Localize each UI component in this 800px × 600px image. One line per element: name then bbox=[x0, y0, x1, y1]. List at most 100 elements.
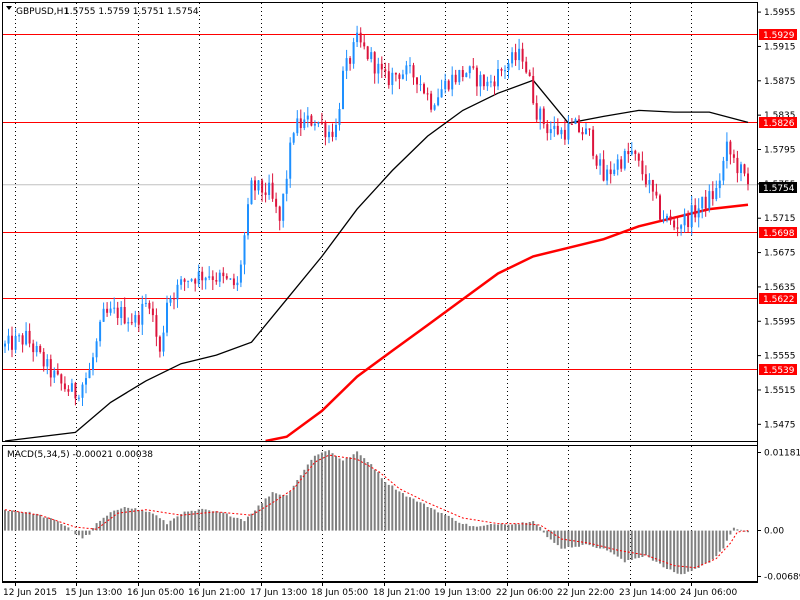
candle-body bbox=[419, 84, 422, 86]
candle bbox=[528, 69, 531, 77]
candle bbox=[335, 118, 337, 141]
candle-body bbox=[271, 182, 274, 199]
candle-body bbox=[648, 180, 651, 185]
candle-body bbox=[500, 69, 503, 71]
candle bbox=[651, 179, 654, 201]
candle-body bbox=[542, 108, 545, 125]
candle bbox=[363, 35, 366, 50]
candle-body bbox=[440, 89, 443, 98]
candle-body bbox=[363, 42, 366, 47]
candle bbox=[173, 292, 175, 310]
candle bbox=[123, 297, 126, 325]
candle-body bbox=[447, 80, 450, 90]
candle bbox=[18, 333, 21, 342]
candle-body bbox=[53, 370, 56, 378]
macd-layer bbox=[4, 450, 749, 575]
candle bbox=[637, 152, 640, 167]
candle bbox=[563, 120, 566, 145]
candle-body bbox=[46, 359, 49, 367]
candle-body bbox=[106, 308, 109, 313]
candle bbox=[197, 264, 200, 288]
candle bbox=[306, 107, 309, 128]
candle bbox=[465, 72, 468, 78]
candle bbox=[711, 181, 714, 206]
candle-body bbox=[331, 131, 334, 137]
candle bbox=[25, 322, 28, 346]
candle bbox=[95, 338, 98, 363]
candle-body bbox=[401, 74, 404, 79]
candle-body bbox=[616, 159, 619, 170]
candle bbox=[268, 174, 271, 200]
candle bbox=[102, 302, 105, 322]
candle bbox=[77, 394, 80, 402]
candle bbox=[630, 142, 633, 156]
candle-body bbox=[123, 307, 126, 324]
candle-body bbox=[694, 205, 697, 218]
candle bbox=[475, 65, 478, 96]
candle-body bbox=[95, 341, 98, 358]
candle-body bbox=[507, 63, 510, 71]
price-tick-label: 1.5555 bbox=[764, 352, 796, 362]
candle-body bbox=[285, 178, 288, 194]
candle-body bbox=[532, 76, 535, 104]
candle bbox=[616, 154, 619, 176]
candle bbox=[725, 132, 728, 169]
candle-body bbox=[359, 32, 362, 43]
candle bbox=[254, 176, 256, 200]
level-label: 1.5698 bbox=[763, 229, 795, 239]
chart-menu-triangle-icon[interactable] bbox=[6, 6, 12, 10]
level-label: 1.5539 bbox=[763, 366, 795, 376]
candle-body bbox=[433, 105, 436, 110]
candle-body bbox=[317, 122, 320, 124]
macd-tick-label: 0.01181 bbox=[764, 449, 800, 459]
candle-body bbox=[194, 279, 197, 284]
candle bbox=[148, 300, 151, 315]
candle-body bbox=[578, 119, 580, 132]
candle-body bbox=[204, 277, 207, 281]
candle-body bbox=[528, 72, 531, 76]
candle bbox=[144, 294, 147, 307]
level-labels: 1.5929 1.5826 1.5698 1.5622 1.5539 bbox=[759, 29, 797, 376]
candle-body bbox=[599, 159, 602, 166]
candle-body bbox=[349, 58, 352, 64]
candle-body bbox=[158, 336, 161, 352]
candle bbox=[225, 273, 228, 281]
candle-body bbox=[169, 298, 172, 303]
candle bbox=[137, 311, 140, 332]
candle-body bbox=[225, 276, 228, 279]
candle bbox=[694, 198, 697, 223]
candle-body bbox=[468, 66, 471, 74]
candle-body bbox=[7, 335, 10, 344]
candle bbox=[49, 354, 52, 387]
candle-body bbox=[74, 383, 77, 399]
price-tick-label: 1.5595 bbox=[764, 317, 796, 327]
candle bbox=[398, 72, 401, 90]
candle-body bbox=[201, 271, 204, 281]
candle-body bbox=[370, 52, 373, 59]
candle bbox=[542, 106, 545, 129]
candle bbox=[7, 328, 10, 351]
candle bbox=[243, 232, 246, 275]
candle-body bbox=[581, 132, 584, 135]
candle bbox=[366, 45, 369, 61]
level-label: 1.5622 bbox=[763, 295, 795, 305]
time-tick-label: 16 Jun 05:00 bbox=[127, 588, 184, 598]
time-tick-label: 22 Jun 22:00 bbox=[557, 588, 614, 598]
candle bbox=[430, 90, 433, 113]
candle bbox=[595, 154, 598, 170]
candle-body bbox=[356, 32, 359, 43]
candle bbox=[352, 37, 355, 69]
candle-body bbox=[430, 93, 433, 110]
candle bbox=[370, 47, 373, 63]
level-label-box bbox=[759, 29, 797, 40]
candle-body bbox=[366, 46, 369, 59]
macd-tick-label: -0.00689 bbox=[764, 573, 800, 583]
candle bbox=[155, 308, 158, 347]
candle-body bbox=[137, 315, 140, 325]
price-tick-label: 1.5635 bbox=[764, 283, 796, 293]
candle bbox=[454, 69, 457, 85]
candle bbox=[211, 270, 214, 290]
candle bbox=[85, 372, 87, 394]
candle-body bbox=[412, 65, 415, 78]
